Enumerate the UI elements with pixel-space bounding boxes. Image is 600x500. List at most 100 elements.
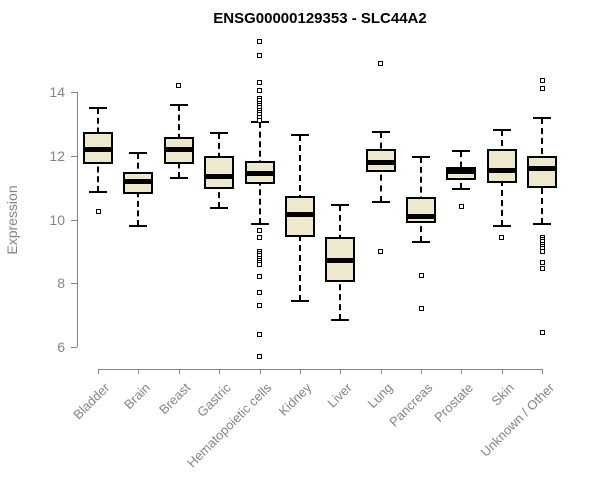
x-axis-tick-label: Skin xyxy=(487,380,517,409)
y-axis-tick-label: 6 xyxy=(57,339,65,355)
x-axis-tick xyxy=(138,369,140,374)
median-line xyxy=(163,146,194,152)
x-axis-tick xyxy=(340,369,342,374)
whisker-cap-bottom xyxy=(129,224,148,227)
y-axis-line xyxy=(77,92,78,347)
whisker-cap-bottom xyxy=(452,188,471,191)
whisker-cap-bottom xyxy=(533,223,552,226)
median-line xyxy=(446,169,477,175)
x-axis-tick-label: Pancreas xyxy=(386,380,436,430)
y-axis-tick xyxy=(71,155,77,157)
whisker-cap-top xyxy=(412,156,431,159)
x-axis-tick-label: Brain xyxy=(120,380,153,413)
outlier-point xyxy=(257,274,263,280)
whisker-cap-bottom xyxy=(250,223,269,226)
y-axis-tick xyxy=(71,283,77,285)
x-axis-tick xyxy=(178,369,180,374)
whisker-cap-bottom xyxy=(331,318,350,321)
outlier-point xyxy=(257,303,263,309)
outlier-point xyxy=(539,330,545,336)
outlier-point xyxy=(378,248,384,254)
x-axis-tick-label: Unknown / Other xyxy=(477,380,557,460)
outlier-point xyxy=(95,209,101,215)
x-axis-tick xyxy=(259,369,261,374)
whisker-cap-bottom xyxy=(290,299,309,302)
whisker-cap-top xyxy=(492,129,511,132)
x-axis-tick xyxy=(380,369,382,374)
outlier-point xyxy=(418,272,424,278)
whisker-cap-top xyxy=(331,204,350,207)
y-axis-label: Expression xyxy=(4,185,20,255)
x-axis-tick-label: Lung xyxy=(364,380,396,412)
outlier-point xyxy=(539,266,545,272)
x-axis-tick xyxy=(421,369,423,374)
x-axis-tick xyxy=(219,369,221,374)
whisker-cap-bottom xyxy=(169,177,188,180)
whisker-cap-top xyxy=(210,132,229,135)
y-axis-tick-label: 8 xyxy=(57,275,65,292)
outlier-point xyxy=(539,248,545,254)
median-line xyxy=(527,166,558,171)
whisker-cap-top xyxy=(290,134,309,137)
outlier-point xyxy=(257,354,263,360)
x-axis-tick-label: Gastric xyxy=(194,380,234,420)
whisker-cap-bottom xyxy=(412,240,431,243)
outlier-point xyxy=(257,262,263,268)
whisker-cap-top xyxy=(452,149,471,152)
x-axis-tick xyxy=(98,369,99,374)
median-line xyxy=(204,173,235,179)
median-line xyxy=(325,258,356,264)
outlier-point xyxy=(418,306,424,312)
x-axis-tick-label: Breast xyxy=(156,380,194,418)
outlier-point xyxy=(257,228,263,234)
outlier-point xyxy=(539,86,545,92)
outlier-point xyxy=(257,290,263,296)
box-iqr xyxy=(406,197,437,223)
outlier-point xyxy=(499,234,505,240)
median-line xyxy=(284,212,315,218)
outlier-point xyxy=(539,260,545,266)
x-axis-tick-label: Liver xyxy=(324,380,355,411)
y-axis-tick xyxy=(71,92,77,93)
outlier-point xyxy=(176,83,182,89)
x-axis-tick-label: Prostate xyxy=(431,380,477,425)
outlier-point xyxy=(257,235,263,241)
median-line xyxy=(83,146,113,152)
whisker-cap-top xyxy=(129,151,148,154)
outlier-point xyxy=(539,78,545,84)
whisker-cap-bottom xyxy=(210,207,229,210)
median-line xyxy=(406,213,437,219)
y-axis-tick xyxy=(71,219,77,221)
whisker-cap-bottom xyxy=(492,224,511,227)
outlier-point xyxy=(257,38,263,44)
median-line xyxy=(244,170,275,176)
whisker-cap-top xyxy=(371,130,390,133)
box-iqr xyxy=(204,155,235,190)
y-axis-tick-label: 10 xyxy=(49,211,65,228)
outlier-point xyxy=(257,79,263,85)
x-axis-tick xyxy=(461,369,463,374)
outlier-point xyxy=(257,87,263,93)
x-axis-tick-label: Bladder xyxy=(70,380,113,423)
whisker-cap-top xyxy=(89,106,107,109)
median-line xyxy=(365,159,396,165)
y-axis-tick xyxy=(71,347,77,348)
whisker-cap-top xyxy=(169,103,188,106)
whisker-cap-bottom xyxy=(89,191,107,194)
outlier-point xyxy=(378,60,384,66)
x-axis-tick xyxy=(542,369,544,374)
x-axis-tick xyxy=(299,369,301,374)
whisker-cap-bottom xyxy=(371,200,390,203)
x-axis-line xyxy=(98,369,543,370)
whisker-cap-top xyxy=(533,116,552,119)
x-axis-tick-label: Kidney xyxy=(275,380,315,419)
median-line xyxy=(486,167,517,173)
y-axis-tick-label: 14 xyxy=(49,84,65,100)
y-axis-tick-label: 12 xyxy=(49,147,65,164)
box-iqr xyxy=(527,155,558,188)
outlier-point xyxy=(458,204,464,210)
x-axis-tick xyxy=(501,369,503,374)
box-iqr xyxy=(486,149,517,183)
median-line xyxy=(123,178,154,184)
